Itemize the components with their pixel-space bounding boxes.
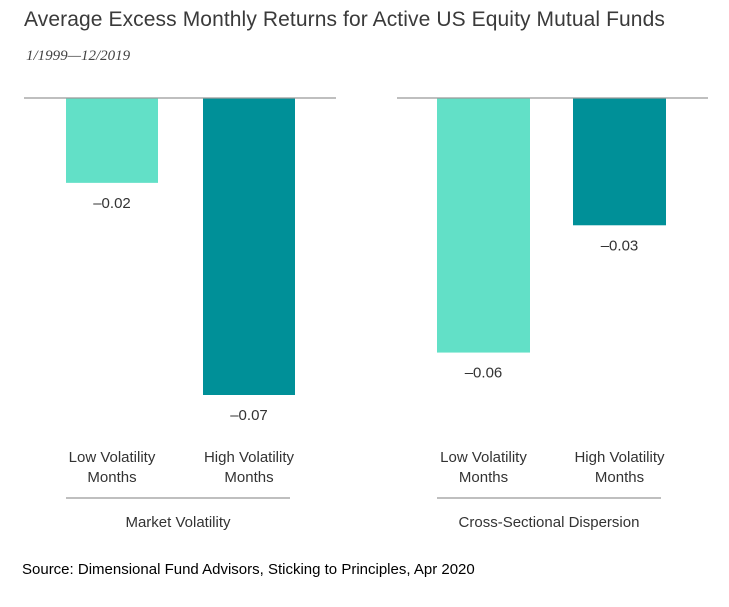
category-label: High Volatility [574,449,665,466]
chart-panel-2: –0.06 Low Volatility Months –0.03 High Volat… [397,97,708,531]
category-label: High Volatility [204,449,295,466]
group-label: Market Volatility [125,514,231,531]
chart-panel-1: –0.02 Low Volatility Months –0.07 High Volat… [24,97,336,531]
data-label: –0.03 [601,237,639,254]
bar-high-volatility [203,98,295,395]
chart-subtitle: 1/1999—12/2019 [26,48,131,64]
category-label: Months [459,469,508,486]
group-label: Cross-Sectional Dispersion [459,514,640,531]
data-label: –0.06 [465,365,503,382]
category-label: Months [595,469,644,486]
bar-low-volatility [437,98,530,353]
source-note: Source: Dimensional Fund Advisors, Stick… [22,561,475,578]
bar-low-volatility [66,98,158,183]
category-label: Months [224,469,273,486]
category-label: Low Volatility [440,449,527,466]
chart-title: Average Excess Monthly Returns for Activ… [24,8,665,31]
category-label: Months [87,469,136,486]
data-label: –0.02 [93,195,131,212]
category-label: Low Volatility [69,449,156,466]
bar-high-volatility [573,98,666,226]
data-label: –0.07 [230,407,268,424]
